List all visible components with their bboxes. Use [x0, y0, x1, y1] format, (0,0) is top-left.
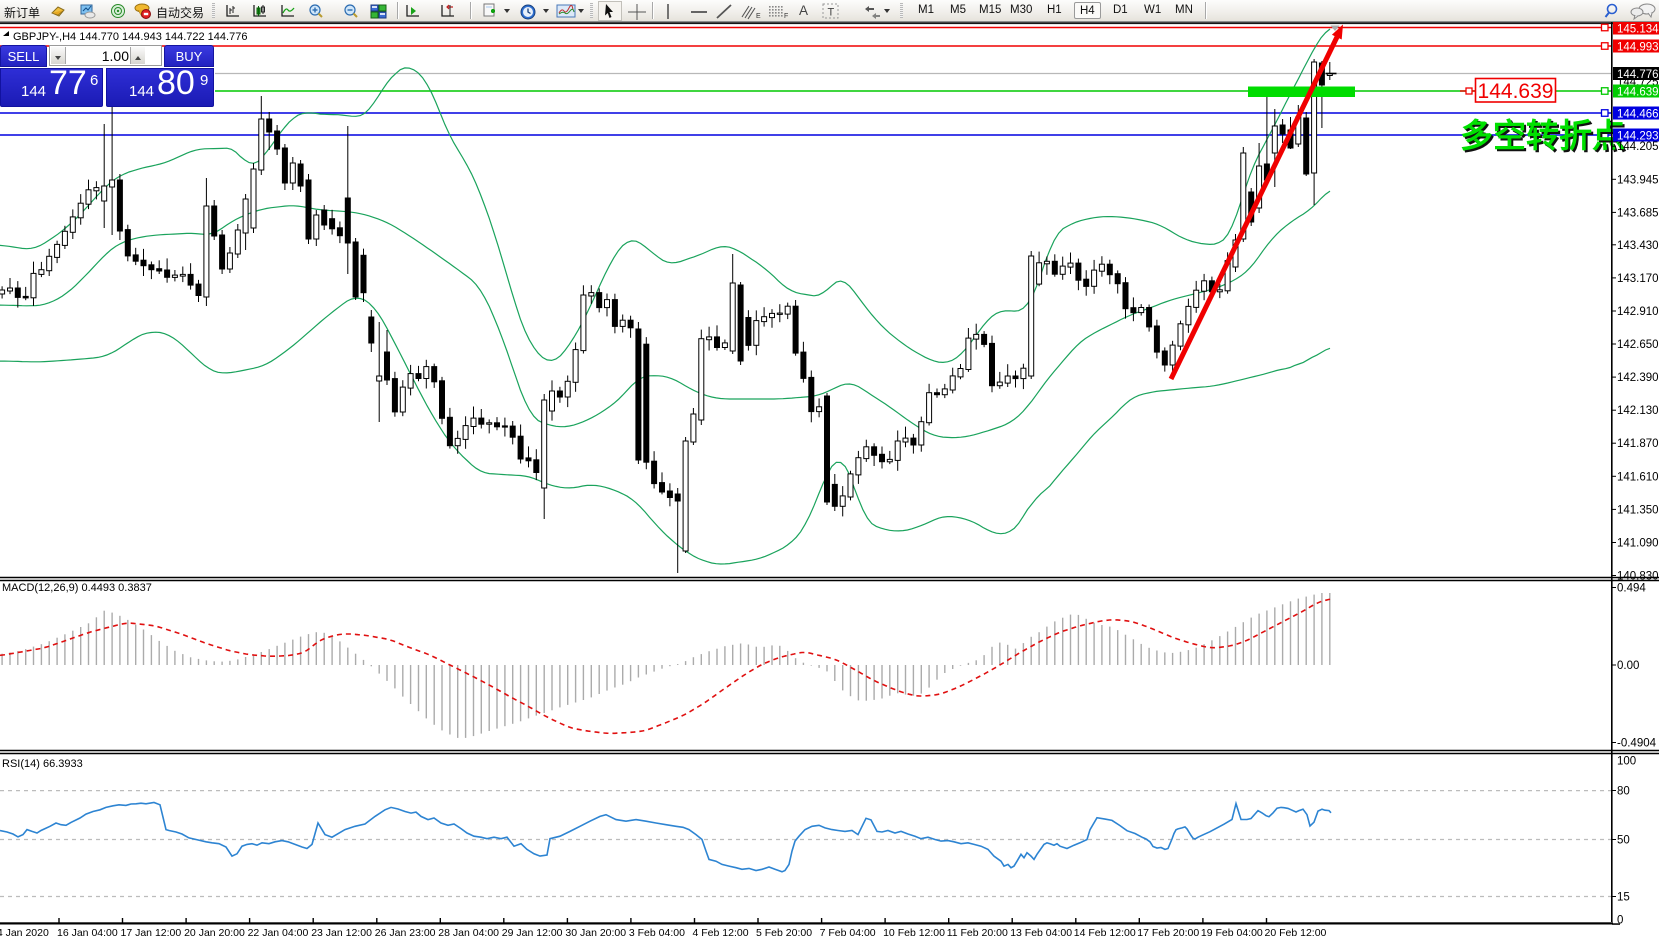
svg-text:-0.4904: -0.4904	[1617, 738, 1657, 750]
svg-text:F: F	[784, 13, 788, 20]
svg-text:23 Jan 12:00: 23 Jan 12:00	[311, 927, 372, 939]
svg-text:141.610: 141.610	[1617, 471, 1659, 483]
svg-text:3 Feb 04:00: 3 Feb 04:00	[629, 927, 685, 939]
svg-text:144.639: 144.639	[1478, 80, 1554, 103]
svg-text:144.293: 144.293	[1617, 131, 1659, 143]
svg-text:20 Feb 12:00: 20 Feb 12:00	[1265, 927, 1327, 939]
svg-text:141.350: 141.350	[1617, 504, 1659, 516]
svg-text:141.870: 141.870	[1617, 438, 1659, 450]
svg-text:17 Feb 20:00: 17 Feb 20:00	[1137, 927, 1199, 939]
svg-text:144.993: 144.993	[1617, 42, 1659, 54]
svg-text:11 Feb 20:00: 11 Feb 20:00	[947, 927, 1008, 939]
svg-text:4 Feb 12:00: 4 Feb 12:00	[693, 927, 749, 939]
svg-text:13 Feb 04:00: 13 Feb 04:00	[1010, 927, 1072, 939]
svg-text:143.685: 143.685	[1617, 207, 1659, 219]
svg-text:20 Jan 20:00: 20 Jan 20:00	[184, 927, 245, 939]
svg-text:19 Feb 04:00: 19 Feb 04:00	[1201, 927, 1263, 939]
svg-text:30 Jan 20:00: 30 Jan 20:00	[565, 927, 626, 939]
svg-text:16 Jan 04:00: 16 Jan 04:00	[57, 927, 118, 939]
svg-text:144.776: 144.776	[1617, 69, 1659, 81]
svg-text:142.130: 142.130	[1617, 405, 1659, 417]
svg-text:22 Jan 04:00: 22 Jan 04:00	[248, 927, 309, 939]
svg-text:80: 80	[1617, 786, 1630, 798]
svg-text:141.090: 141.090	[1617, 538, 1659, 550]
svg-text:多空转折点: 多空转折点	[1462, 119, 1627, 156]
svg-text:142.910: 142.910	[1617, 306, 1659, 318]
svg-text:E: E	[756, 13, 761, 20]
svg-text:10 Feb 12:00: 10 Feb 12:00	[883, 927, 945, 939]
svg-text:多空转折点: 多空转折点	[1460, 117, 1625, 154]
svg-text:143.430: 143.430	[1617, 240, 1659, 252]
svg-text:14 Feb 12:00: 14 Feb 12:00	[1074, 927, 1136, 939]
svg-text:26 Jan 23:00: 26 Jan 23:00	[375, 927, 436, 939]
svg-text:0.00: 0.00	[1617, 660, 1639, 672]
svg-text:142.650: 142.650	[1617, 339, 1659, 351]
svg-text:0: 0	[1617, 915, 1623, 927]
svg-text:5 Feb 20:00: 5 Feb 20:00	[756, 927, 812, 939]
svg-text:145.134: 145.134	[1617, 24, 1659, 36]
svg-text:14 Jan 2020: 14 Jan 2020	[0, 927, 49, 939]
svg-text:7 Feb 04:00: 7 Feb 04:00	[820, 927, 876, 939]
svg-text:15: 15	[1617, 892, 1630, 904]
svg-text:143.170: 143.170	[1617, 273, 1659, 285]
svg-text:140.830: 140.830	[1617, 571, 1659, 583]
svg-text:RSI(14) 66.3933: RSI(14) 66.3933	[2, 758, 83, 770]
svg-text:144.466: 144.466	[1617, 109, 1659, 121]
svg-text:GBPJPY-,H4 144.770 144.943 14: GBPJPY-,H4 144.770 144.943 144.722 144.7…	[13, 31, 247, 43]
svg-text:144.639: 144.639	[1617, 87, 1659, 99]
svg-text:100: 100	[1617, 756, 1636, 768]
svg-text:143.945: 143.945	[1617, 174, 1659, 186]
svg-text:29 Jan 12:00: 29 Jan 12:00	[502, 927, 563, 939]
svg-text:MACD(12,26,9) 0.4493 0.3837: MACD(12,26,9) 0.4493 0.3837	[2, 582, 152, 594]
svg-text:17 Jan 12:00: 17 Jan 12:00	[121, 927, 182, 939]
svg-text:0.494: 0.494	[1617, 583, 1646, 595]
svg-text:142.390: 142.390	[1617, 372, 1659, 384]
svg-text:T: T	[828, 7, 835, 19]
svg-text:50: 50	[1617, 835, 1630, 847]
svg-text:28 Jan 04:00: 28 Jan 04:00	[438, 927, 499, 939]
svg-text:144.205: 144.205	[1617, 141, 1659, 153]
